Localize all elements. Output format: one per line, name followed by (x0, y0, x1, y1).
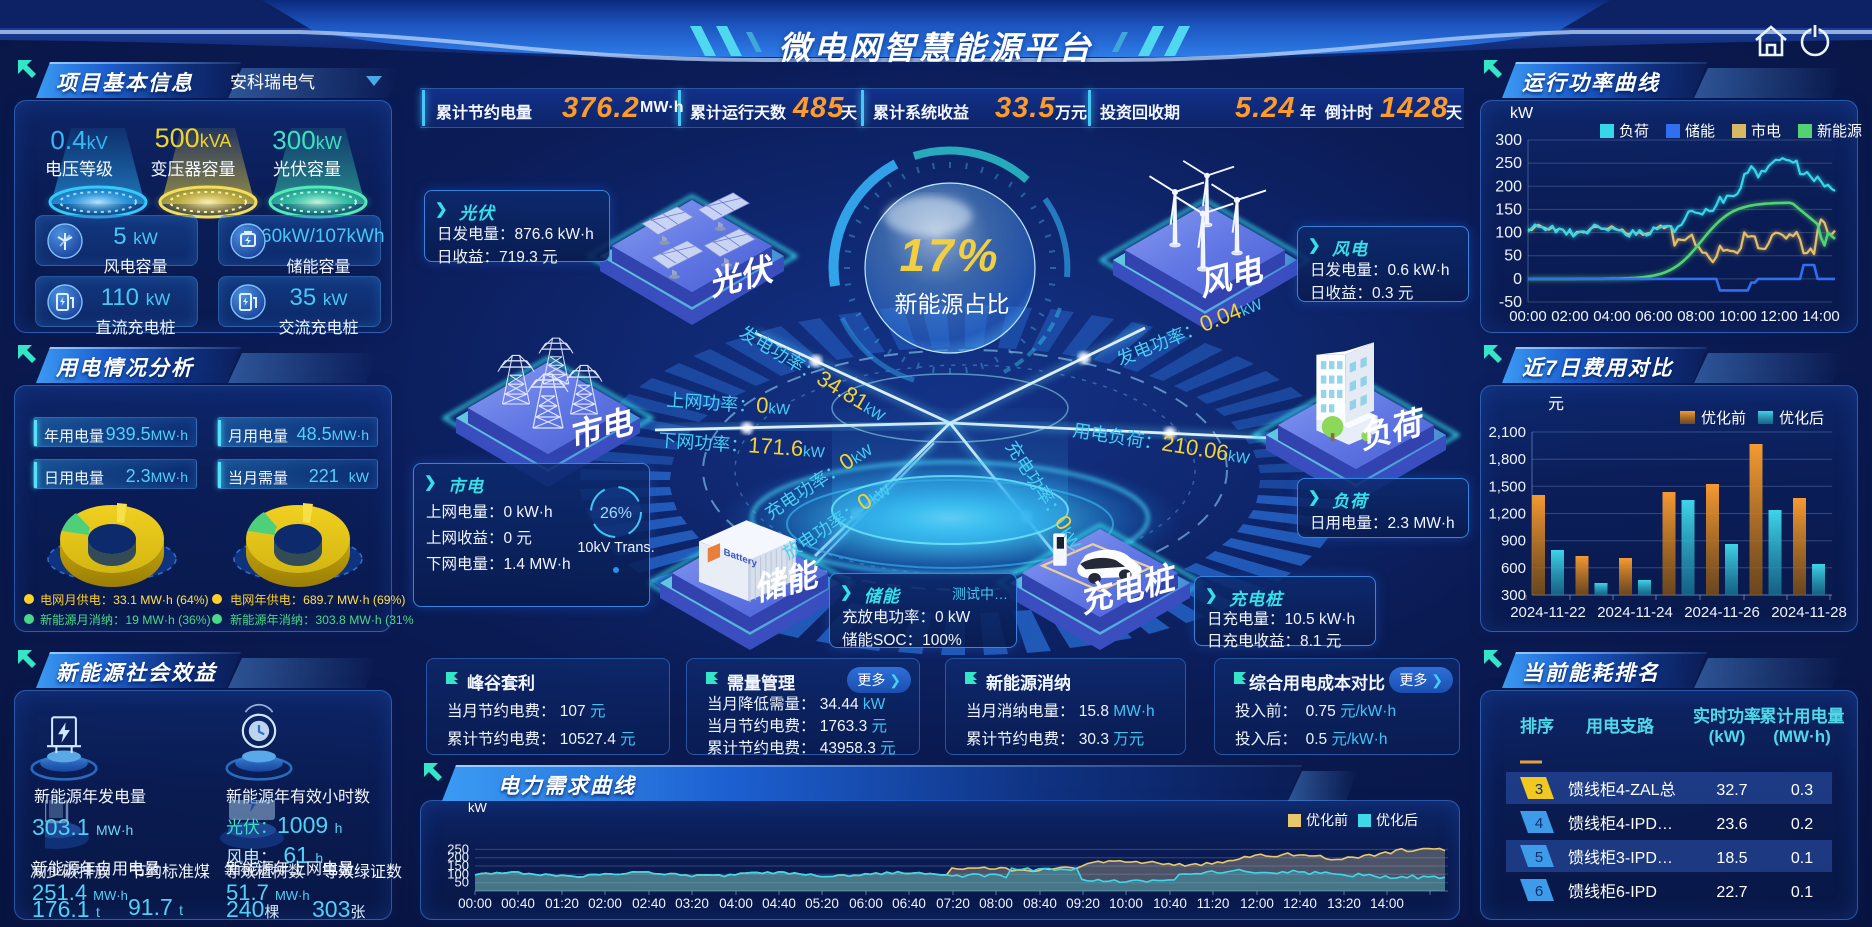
svg-text:06:00: 06:00 (1635, 308, 1673, 325)
svg-text:实时功率: 实时功率 (1693, 706, 1761, 726)
svg-text:2024-11-26: 2024-11-26 (1684, 604, 1760, 621)
svg-text:优化前: 优化前 (1701, 410, 1746, 427)
svg-text:00:00: 00:00 (1509, 308, 1547, 325)
svg-text:kW: kW (468, 800, 488, 815)
svg-text:900: 900 (1501, 533, 1526, 550)
svg-text:100: 100 (447, 866, 469, 881)
svg-text:10kV Trans.: 10kV Trans. (577, 540, 654, 556)
svg-text:优化后: 优化后 (1376, 812, 1418, 828)
svg-text:元: 元 (1548, 396, 1564, 413)
svg-text:负荷: 负荷 (1619, 123, 1649, 140)
svg-text:优化后: 优化后 (1779, 410, 1824, 427)
svg-text:馈线柜3-IPD…: 馈线柜3-IPD… (1568, 849, 1673, 867)
svg-text:2,100: 2,100 (1488, 424, 1526, 441)
svg-text:08:40: 08:40 (1023, 896, 1057, 911)
svg-text:新能源: 新能源 (1817, 123, 1862, 140)
svg-text:50: 50 (455, 875, 469, 890)
svg-text:06:00: 06:00 (849, 896, 883, 911)
svg-text:09:20: 09:20 (1066, 896, 1100, 911)
svg-text:2024-11-24: 2024-11-24 (1597, 604, 1673, 621)
svg-text:300: 300 (1495, 132, 1522, 149)
svg-text:市电: 市电 (1751, 123, 1781, 140)
svg-text:(kW): (kW) (1709, 727, 1746, 746)
svg-text:4: 4 (1535, 815, 1543, 832)
svg-text:200: 200 (447, 850, 469, 865)
svg-text:排序: 排序 (1520, 716, 1554, 736)
svg-text:2024-11-28: 2024-11-28 (1771, 604, 1847, 621)
svg-text:04:00: 04:00 (1593, 308, 1631, 325)
svg-text:03:20: 03:20 (675, 896, 709, 911)
svg-text:储能: 储能 (1685, 123, 1715, 140)
svg-text:600: 600 (1501, 560, 1526, 577)
svg-text:250: 250 (447, 841, 469, 856)
svg-text:250: 250 (1495, 155, 1522, 172)
svg-text:12:00: 12:00 (1240, 896, 1274, 911)
svg-text:150: 150 (1495, 201, 1522, 218)
svg-text:12:00: 12:00 (1760, 308, 1798, 325)
svg-text:08:00: 08:00 (1677, 308, 1715, 325)
svg-text:馈线柜4-ZAL总: 馈线柜4-ZAL总 (1568, 781, 1676, 799)
svg-text:08:00: 08:00 (979, 896, 1013, 911)
svg-text:馈线柜6-IPD: 馈线柜6-IPD (1568, 883, 1657, 901)
svg-text:(MW·h): (MW·h) (1773, 727, 1831, 746)
svg-text:05:20: 05:20 (805, 896, 839, 911)
svg-text:00:40: 00:40 (501, 896, 535, 911)
svg-text:300: 300 (1501, 587, 1526, 604)
svg-text:1,800: 1,800 (1488, 451, 1526, 468)
svg-text:14:00: 14:00 (1802, 308, 1840, 325)
svg-text:馈线柜4-IPD…: 馈线柜4-IPD… (1568, 815, 1673, 833)
svg-text:用电支路: 用电支路 (1586, 716, 1655, 736)
svg-text:12:40: 12:40 (1283, 896, 1317, 911)
svg-text:10:40: 10:40 (1153, 896, 1187, 911)
svg-text:0.1: 0.1 (1791, 850, 1813, 867)
svg-text:5: 5 (1535, 849, 1543, 866)
svg-text:02:00: 02:00 (588, 896, 622, 911)
svg-text:用电负荷：210.06kW: 用电负荷：210.06kW (1071, 416, 1252, 469)
svg-text:6: 6 (1535, 883, 1543, 900)
svg-text:150: 150 (447, 858, 469, 873)
svg-text:-50: -50 (1499, 294, 1522, 311)
svg-text:0: 0 (1513, 271, 1522, 288)
svg-text:优化前: 优化前 (1306, 812, 1348, 828)
svg-text:02:00: 02:00 (1551, 308, 1589, 325)
svg-text:新能源占比: 新能源占比 (895, 291, 1010, 317)
svg-text:17%: 17% (899, 229, 1000, 281)
svg-text:1,200: 1,200 (1488, 506, 1526, 523)
svg-text:32.7: 32.7 (1716, 782, 1747, 799)
svg-text:07:20: 07:20 (936, 896, 970, 911)
svg-text:50: 50 (1504, 248, 1522, 265)
svg-text:3: 3 (1535, 781, 1543, 798)
svg-text:01:20: 01:20 (545, 896, 579, 911)
svg-text:23.6: 23.6 (1716, 816, 1747, 833)
svg-text:11:20: 11:20 (1197, 896, 1230, 911)
svg-text:02:40: 02:40 (632, 896, 666, 911)
svg-text:18.5: 18.5 (1716, 850, 1747, 867)
svg-text:100: 100 (1495, 225, 1522, 242)
svg-text:10:00: 10:00 (1719, 308, 1757, 325)
svg-text:13:20: 13:20 (1327, 896, 1361, 911)
svg-text:200: 200 (1495, 178, 1522, 195)
svg-text:1,500: 1,500 (1488, 478, 1526, 495)
svg-text:kW: kW (1510, 105, 1534, 122)
svg-text:2024-11-22: 2024-11-22 (1510, 604, 1586, 621)
svg-text:22.7: 22.7 (1716, 884, 1747, 901)
svg-text:累计用电量: 累计用电量 (1760, 706, 1845, 726)
svg-text:00:00: 00:00 (458, 896, 492, 911)
svg-text:0.2: 0.2 (1791, 816, 1813, 833)
svg-text:04:40: 04:40 (762, 896, 796, 911)
svg-text:14:00: 14:00 (1370, 896, 1404, 911)
svg-text:26%: 26% (600, 505, 632, 522)
svg-text:10:00: 10:00 (1109, 896, 1143, 911)
svg-text:0.3: 0.3 (1791, 782, 1813, 799)
svg-text:04:00: 04:00 (719, 896, 753, 911)
svg-text:06:40: 06:40 (892, 896, 926, 911)
svg-text:0.1: 0.1 (1791, 884, 1813, 901)
